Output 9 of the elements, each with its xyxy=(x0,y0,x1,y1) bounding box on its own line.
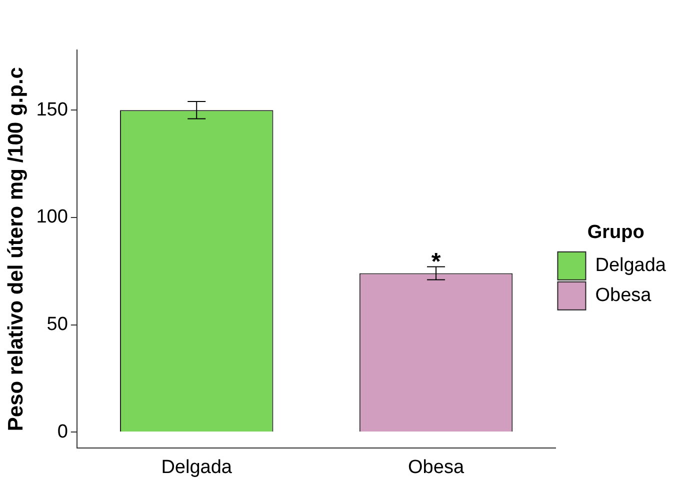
y-tick-label: 100 xyxy=(36,206,68,228)
legend-label: Obesa xyxy=(595,285,652,306)
y-tick-label: 50 xyxy=(46,314,68,336)
annotation: * xyxy=(431,248,442,276)
legend-title: Grupo xyxy=(587,222,644,243)
y-tick-label: 150 xyxy=(36,99,68,120)
y-axis-title: Peso relativo del útero mg /100 g.p.c xyxy=(4,66,28,432)
legend-label: Delgada xyxy=(595,255,666,276)
y-tick-label: 0 xyxy=(57,421,68,442)
